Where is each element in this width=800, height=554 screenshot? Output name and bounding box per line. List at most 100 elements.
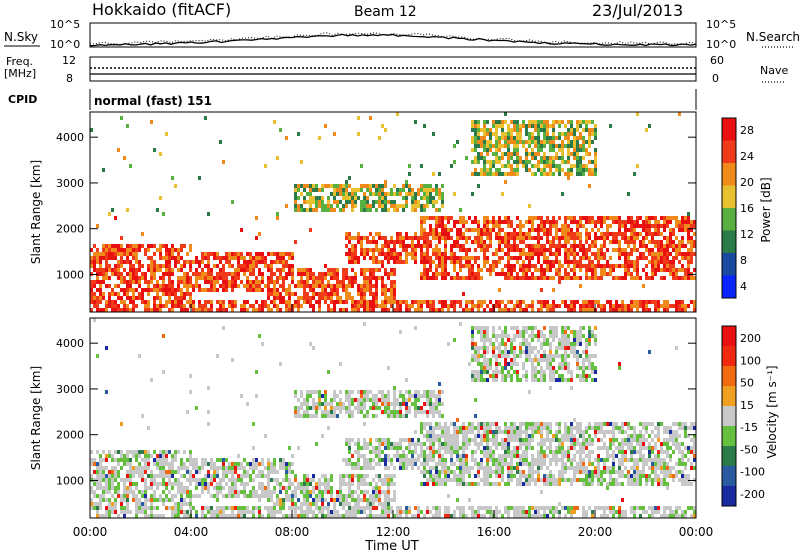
heat-cell <box>396 300 399 304</box>
heat-cell <box>174 256 177 260</box>
heat-cell <box>249 264 252 268</box>
heat-cell <box>354 502 357 506</box>
heat-cell <box>150 244 153 248</box>
heat-cell <box>369 292 372 296</box>
heat-cell <box>588 132 591 136</box>
heat-cell <box>549 244 552 248</box>
heat-cell <box>381 292 384 296</box>
heat-cell <box>228 466 231 470</box>
heat-cell <box>591 132 594 136</box>
heat-cell <box>90 288 93 292</box>
heat-cell <box>414 208 417 212</box>
heat-cell <box>195 308 198 312</box>
heat-cell <box>99 284 102 288</box>
heat-cell <box>147 288 150 292</box>
heat-cell <box>273 284 276 288</box>
heat-cell <box>360 236 363 240</box>
heat-cell <box>585 252 588 256</box>
heat-cell <box>216 354 219 358</box>
heat-cell <box>267 474 270 478</box>
colorbar-tick: 8 <box>740 254 747 267</box>
heat-cell <box>681 240 684 244</box>
heat-cell <box>570 252 573 256</box>
heat-cell <box>447 426 450 430</box>
heat-cell <box>489 268 492 272</box>
heat-cell <box>372 296 375 300</box>
heat-cell <box>306 486 309 490</box>
heat-cell <box>387 506 390 510</box>
heat-cell <box>273 510 276 514</box>
heat-cell <box>606 228 609 232</box>
heat-cell <box>198 288 201 292</box>
heat-cell <box>177 506 180 510</box>
heat-cell <box>663 268 666 272</box>
heat-cell <box>438 224 441 228</box>
heat-cell <box>303 296 306 300</box>
heat-cell <box>114 248 117 252</box>
heat-cell <box>201 478 204 482</box>
heat-cell <box>621 304 624 308</box>
heat-cell <box>108 498 111 502</box>
heat-cell <box>456 244 459 248</box>
heat-cell <box>330 490 333 494</box>
heat-cell <box>378 236 381 240</box>
heat-cell <box>321 292 324 296</box>
heat-cell <box>369 188 372 192</box>
heat-cell <box>471 450 474 454</box>
heat-cell <box>393 252 396 256</box>
heat-cell <box>537 276 540 280</box>
heat-cell <box>327 184 330 188</box>
heat-cell <box>663 276 666 280</box>
heat-cell <box>216 494 219 498</box>
heat-cell <box>306 510 309 514</box>
heat-cell <box>129 164 132 168</box>
heat-cell <box>363 288 366 292</box>
heat-cell <box>378 486 381 490</box>
heat-cell <box>429 458 432 462</box>
heat-cell <box>630 272 633 276</box>
heat-cell <box>96 276 99 280</box>
heat-cell <box>402 244 405 248</box>
heat-cell <box>240 482 243 486</box>
heat-cell <box>459 244 462 248</box>
heat-cell <box>411 188 414 192</box>
heat-cell <box>537 152 540 156</box>
heat-cell <box>237 268 240 272</box>
heat-cell <box>369 494 372 498</box>
heat-cell <box>321 510 324 514</box>
heat-cell <box>318 284 321 288</box>
heat-cell <box>141 276 144 280</box>
heat-cell <box>93 300 96 304</box>
heat-cell <box>138 454 141 458</box>
heat-cell <box>456 220 459 224</box>
heat-cell <box>285 470 288 474</box>
heat-cell <box>495 304 498 308</box>
heat-cell <box>456 430 459 434</box>
heat-cell <box>324 272 327 276</box>
heat-cell <box>171 506 174 510</box>
heat-cell <box>381 502 384 506</box>
heat-cell <box>345 252 348 256</box>
heat-cell <box>444 434 447 438</box>
heat-cell <box>525 132 528 136</box>
heat-cell <box>249 268 252 272</box>
heat-cell <box>633 232 636 236</box>
heat-cell <box>408 446 411 450</box>
heat-cell <box>405 180 408 184</box>
heat-cell <box>423 514 426 518</box>
heat-cell <box>417 188 420 192</box>
heat-cell <box>372 398 375 402</box>
heat-cell <box>117 264 120 268</box>
heat-cell <box>348 406 351 410</box>
heat-cell <box>444 462 447 466</box>
heat-cell <box>114 268 117 272</box>
heat-cell <box>108 244 111 248</box>
heat-cell <box>360 394 363 398</box>
heat-cell <box>96 296 99 300</box>
heat-cell <box>159 470 162 474</box>
heat-cell <box>180 498 183 502</box>
heat-cell <box>129 272 132 276</box>
heat-cell <box>252 260 255 264</box>
heat-cell <box>549 136 552 140</box>
